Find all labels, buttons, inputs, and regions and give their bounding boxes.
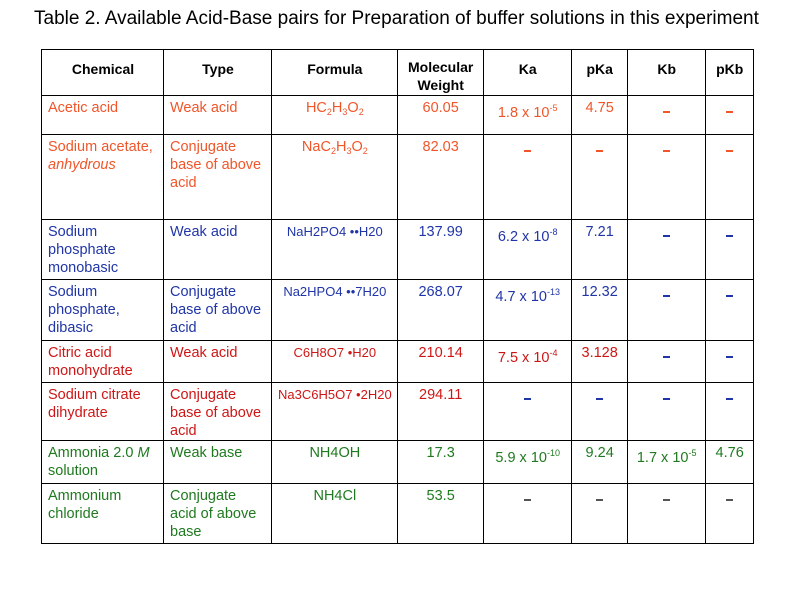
cell-type: Weak acid [163,219,272,280]
cell-pka: 4.75 [570,95,628,135]
table-row: Ammonium chloride Conjugate acid of abov… [41,483,754,544]
cell-mw: 137.99 [396,219,484,280]
table-row: Sodium acetate, anhydrous Conjugate base … [41,134,754,220]
cell-formula: Na2HPO4 ••7H20 [271,279,398,341]
cell-pka: 7.21 [570,219,628,280]
cell-chemical: Sodium acetate, anhydrous [41,134,164,220]
cell-pkb: – [704,279,754,341]
cell-pka: – [570,483,628,544]
cell-type: Conjugate base of above acid [163,382,272,441]
cell-ka: – [482,483,572,544]
cell-formula: NaC2H3O2 [271,134,398,220]
cell-type: Conjugate base of above acid [163,134,272,220]
cell-kb: – [626,219,706,280]
table-row: Sodium phosphate, dibasic Conjugate base… [41,279,754,341]
cell-pkb: – [704,340,754,383]
cell-ka: 1.8 x 10-5 [482,95,572,135]
cell-mw: 60.05 [396,95,484,135]
cell-chemical: Sodium citrate dihydrate [41,382,164,441]
cell-ka: 4.7 x 10-13 [482,279,572,341]
cell-chemical: Ammonium chloride [41,483,164,544]
table-row: Acetic acid Weak acid HC2H3O2 60.05 1.8 … [41,95,754,135]
header-ka: Ka [482,49,572,96]
cell-pkb: – [704,483,754,544]
cell-pkb: – [704,134,754,220]
cell-kb: 1.7 x 10-5 [626,440,706,484]
cell-mw: 17.3 [396,440,484,484]
cell-type: Weak acid [163,340,272,383]
cell-ka: – [482,382,572,441]
cell-formula: HC2H3O2 [271,95,398,135]
header-pka: pKa [570,49,628,96]
cell-formula: C6H8O7 •H20 [271,340,398,383]
cell-pka: 12.32 [570,279,628,341]
cell-kb: – [626,340,706,383]
cell-ka: 7.5 x 10-4 [482,340,572,383]
cell-pka: 3.128 [570,340,628,383]
cell-formula: NaH2PO4 ••H20 [271,219,398,280]
cell-pka: – [570,382,628,441]
cell-type: Conjugate base of above acid [163,279,272,341]
cell-type: Weak base [163,440,272,484]
cell-chemical: Sodium phosphate monobasic [41,219,164,280]
table-row: Sodium citrate dihydrate Conjugate base … [41,382,754,441]
cell-type: Conjugate acid of above base [163,483,272,544]
cell-pkb: – [704,219,754,280]
table-caption: Table 2. Available Acid-Base pairs for P… [34,8,759,29]
cell-mw: 294.11 [396,382,484,441]
cell-kb: – [626,382,706,441]
cell-pkb: 4.76 [704,440,754,484]
cell-ka: 5.9 x 10-10 [482,440,572,484]
cell-formula: Na3C6H5O7 •2H20 [271,382,398,441]
cell-kb: – [626,134,706,220]
header-formula: Formula [271,49,398,96]
header-type: Type [163,49,272,96]
cell-pkb: – [704,382,754,441]
cell-pka: – [570,134,628,220]
header-molecular-weight: Molecular Weight [396,49,484,96]
cell-chemical: Sodium phosphate, dibasic [41,279,164,341]
table-row: Sodium phosphate monobasic Weak acid NaH… [41,219,754,280]
acid-base-table: Chemical Type Formula Molecular Weight K… [41,49,754,544]
header-row: Chemical Type Formula Molecular Weight K… [41,49,754,96]
cell-chemical: Citric acid monohydrate [41,340,164,383]
header-kb: Kb [626,49,706,96]
header-chemical: Chemical [41,49,164,96]
cell-formula: NH4Cl [271,483,398,544]
cell-ka: 6.2 x 10-8 [482,219,572,280]
cell-kb: – [626,279,706,341]
cell-pkb: – [704,95,754,135]
cell-kb: – [626,483,706,544]
cell-mw: 82.03 [396,134,484,220]
cell-mw: 53.5 [396,483,484,544]
cell-ka: – [482,134,572,220]
cell-chemical: Acetic acid [41,95,164,135]
cell-pka: 9.24 [570,440,628,484]
cell-formula: NH4OH [271,440,398,484]
cell-mw: 210.14 [396,340,484,383]
cell-kb: – [626,95,706,135]
table-row: Citric acid monohydrate Weak acid C6H8O7… [41,340,754,383]
cell-type: Weak acid [163,95,272,135]
cell-mw: 268.07 [396,279,484,341]
header-pkb: pKb [704,49,754,96]
